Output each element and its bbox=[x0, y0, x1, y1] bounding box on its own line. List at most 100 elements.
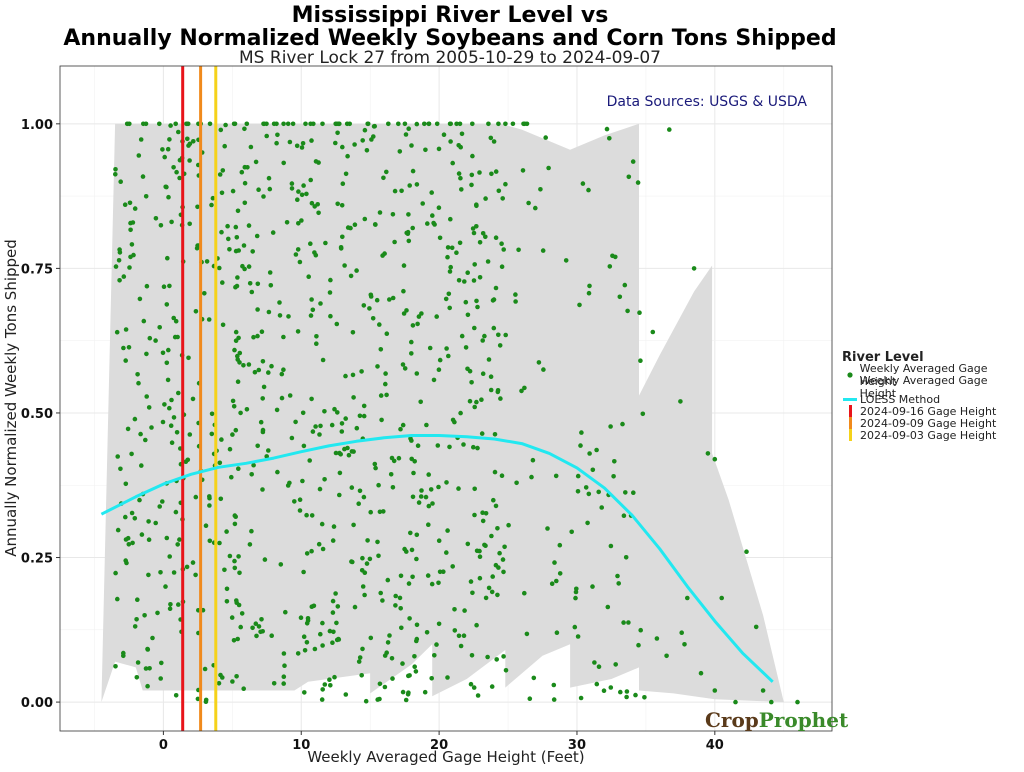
scatter-point bbox=[633, 692, 638, 698]
scatter-point bbox=[289, 435, 295, 441]
scatter-point bbox=[203, 697, 209, 703]
scatter-point bbox=[157, 121, 162, 127]
scatter-point bbox=[260, 487, 265, 492]
scatter-point bbox=[307, 458, 313, 463]
scatter-point bbox=[256, 624, 262, 629]
scatter-point bbox=[359, 568, 365, 573]
scatter-point bbox=[410, 494, 416, 500]
scatter-points-layer bbox=[113, 121, 800, 705]
scatter-point bbox=[472, 404, 478, 410]
scatter-point bbox=[261, 121, 267, 127]
scatter-point bbox=[235, 636, 240, 642]
scatter-point bbox=[230, 398, 236, 404]
scatter-point bbox=[483, 595, 489, 601]
y-tick-label: 0.75 bbox=[21, 262, 53, 277]
scatter-point bbox=[153, 216, 159, 221]
scatter-point bbox=[331, 629, 336, 635]
scatter-point bbox=[425, 573, 431, 578]
scatter-point bbox=[490, 574, 496, 579]
scatter-point bbox=[432, 222, 437, 227]
scatter-point bbox=[308, 177, 314, 183]
scatter-point bbox=[282, 663, 287, 668]
scatter-point bbox=[260, 359, 266, 364]
scatter-point bbox=[423, 494, 429, 500]
scatter-point bbox=[349, 559, 354, 564]
scatter-point bbox=[193, 309, 199, 314]
scatter-point bbox=[678, 399, 683, 404]
scatter-point bbox=[489, 171, 494, 177]
scatter-point bbox=[385, 577, 391, 583]
legend-entry-vline-1: 2024-09-16 Gage Height bbox=[842, 404, 1024, 418]
legend-label: 2024-09-16 Gage Height bbox=[860, 404, 997, 418]
scatter-point bbox=[136, 153, 142, 158]
scatter-point bbox=[480, 231, 486, 236]
scatter-point bbox=[295, 247, 301, 252]
scatter-point bbox=[163, 184, 168, 190]
scatter-point bbox=[361, 494, 367, 500]
scatter-point bbox=[620, 421, 625, 427]
scatter-point bbox=[167, 405, 172, 411]
scatter-point bbox=[242, 126, 247, 132]
scatter-point bbox=[295, 197, 300, 202]
scatter-point bbox=[293, 419, 298, 425]
scatter-point bbox=[474, 224, 479, 229]
scatter-point bbox=[317, 486, 323, 492]
scatter-point bbox=[434, 314, 440, 319]
scatter-point bbox=[340, 181, 346, 186]
scatter-point bbox=[495, 592, 500, 598]
legend-label: LOESS Method bbox=[860, 392, 941, 406]
scatter-point bbox=[220, 322, 226, 328]
scatter-point bbox=[351, 449, 356, 454]
scatter-point bbox=[299, 218, 304, 223]
scatter-point bbox=[240, 263, 245, 269]
scatter-point bbox=[436, 621, 442, 627]
scatter-point bbox=[543, 135, 548, 140]
scatter-point bbox=[468, 579, 474, 584]
scatter-point bbox=[374, 297, 380, 303]
scatter-point bbox=[327, 290, 333, 295]
scatter-point bbox=[489, 589, 495, 595]
scatter-point bbox=[375, 364, 380, 369]
scatter-point bbox=[459, 187, 464, 192]
scatter-point bbox=[612, 459, 617, 464]
scatter-point bbox=[130, 540, 135, 546]
scatter-point bbox=[630, 159, 636, 164]
scatter-point bbox=[372, 461, 378, 467]
scatter-point bbox=[496, 565, 501, 570]
scatter-point bbox=[638, 358, 643, 364]
scatter-point bbox=[409, 143, 414, 148]
scatter-point bbox=[127, 265, 132, 270]
scatter-point bbox=[491, 497, 496, 503]
scatter-point bbox=[195, 204, 200, 210]
scatter-point bbox=[397, 595, 403, 601]
scatter-point bbox=[486, 357, 492, 362]
scatter-point bbox=[371, 124, 377, 129]
scatter-point bbox=[115, 454, 120, 459]
scatter-point bbox=[137, 296, 143, 302]
scatter-point bbox=[143, 666, 149, 671]
scatter-point bbox=[608, 424, 613, 429]
scatter-point bbox=[363, 698, 369, 704]
scatter-point bbox=[434, 121, 440, 127]
scatter-point bbox=[418, 494, 424, 499]
scatter-point bbox=[303, 121, 308, 127]
scatter-point bbox=[383, 381, 388, 387]
scatter-point bbox=[516, 247, 521, 253]
scatter-point bbox=[237, 350, 243, 356]
scatter-point bbox=[420, 201, 426, 206]
scatter-point bbox=[224, 599, 230, 604]
scatter-point bbox=[153, 520, 158, 526]
scatter-point bbox=[422, 121, 427, 127]
scatter-point bbox=[135, 597, 140, 602]
scatter-point bbox=[405, 229, 411, 235]
scatter-point bbox=[146, 405, 152, 410]
scatter-point bbox=[281, 681, 287, 686]
scatter-point bbox=[232, 347, 237, 353]
scatter-point bbox=[164, 360, 170, 366]
scatter-point bbox=[465, 541, 471, 547]
scatter-point bbox=[186, 355, 191, 361]
scatter-point bbox=[118, 179, 123, 184]
scatter-point bbox=[247, 281, 253, 286]
scatter-point bbox=[404, 549, 409, 554]
scatter-point bbox=[153, 338, 158, 343]
